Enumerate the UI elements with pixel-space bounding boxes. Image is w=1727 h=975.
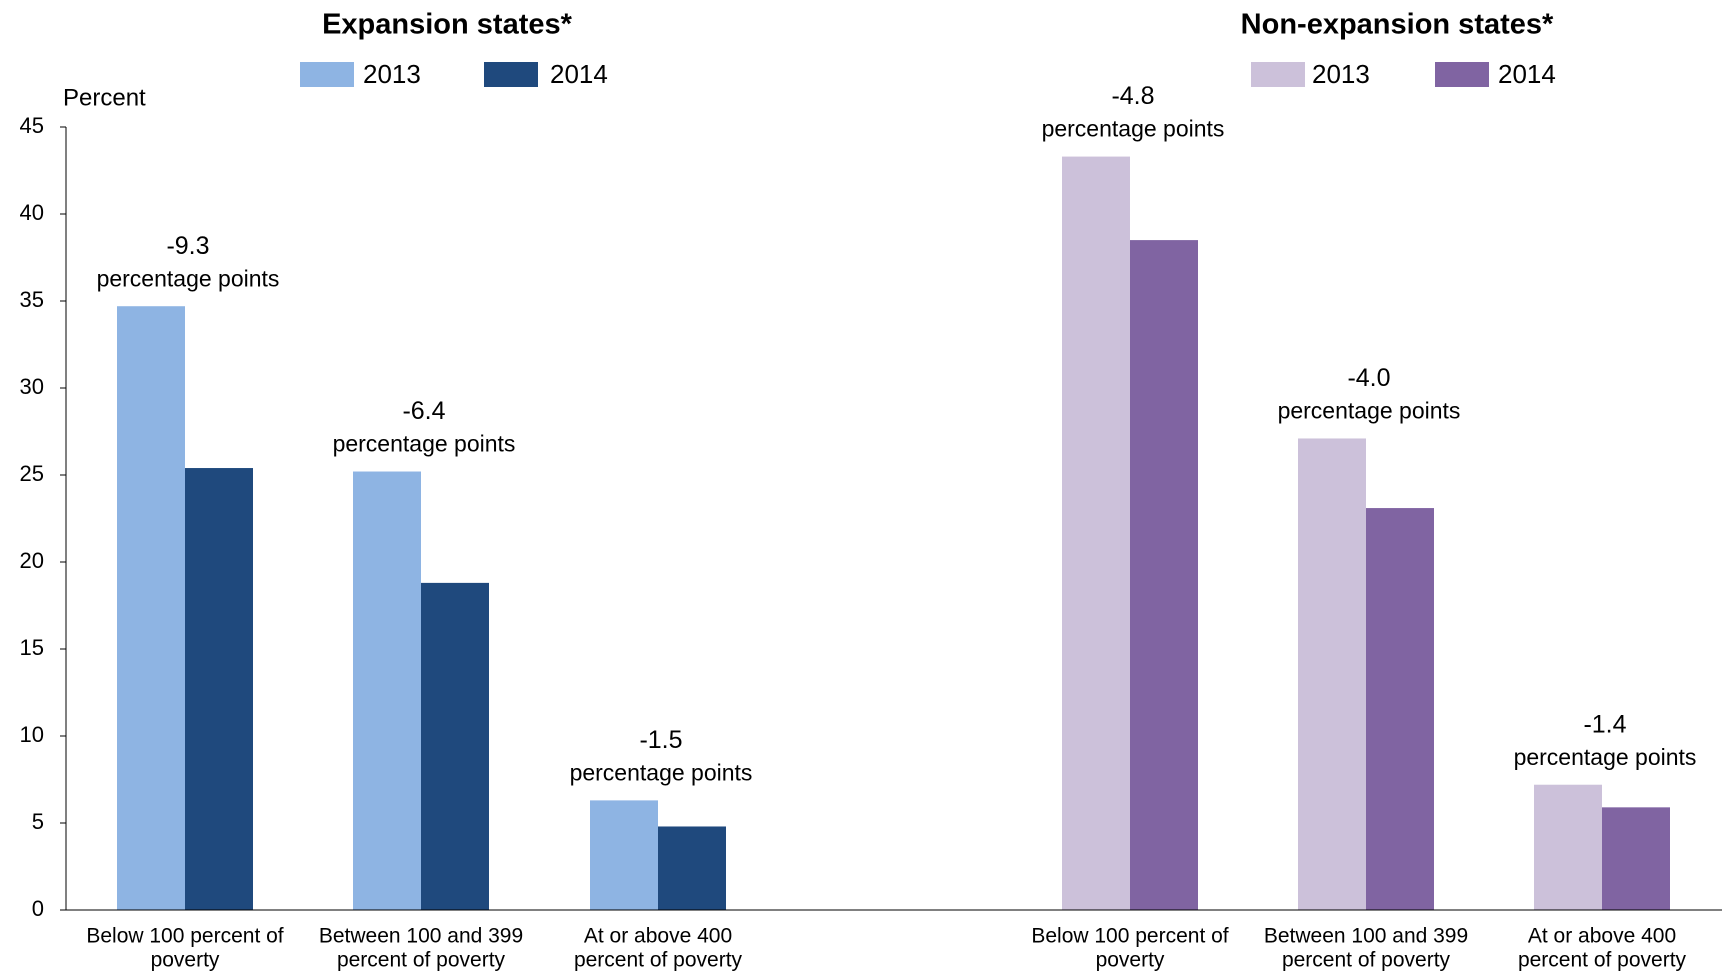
- x-tick-label: Below 100 percent of: [1031, 925, 1228, 948]
- annotation: percentage points: [1514, 744, 1697, 770]
- y-tick-label: 20: [20, 548, 44, 573]
- annotation: -4.8: [1111, 82, 1154, 110]
- x-tick-label: Between 100 and 399: [1264, 925, 1468, 948]
- y-tick-label: 40: [20, 200, 44, 225]
- y-tick-label: 35: [20, 287, 44, 312]
- bar: [1602, 807, 1670, 910]
- bar: [1062, 156, 1130, 910]
- bar: [421, 582, 489, 910]
- y-tick-label: 45: [20, 113, 44, 138]
- bar: [117, 306, 185, 911]
- annotation: -1.4: [1583, 710, 1626, 738]
- bar: [590, 800, 658, 910]
- annotation: -4.0: [1347, 364, 1390, 392]
- chart-title: Non-expansion states*: [1241, 9, 1554, 41]
- bar: [1298, 438, 1366, 910]
- annotation: -6.4: [402, 397, 445, 425]
- x-tick-label: At or above 400: [1528, 925, 1676, 948]
- legend-swatch: [1435, 62, 1489, 87]
- legend-swatch: [1251, 62, 1305, 87]
- y-tick-label: 5: [32, 809, 44, 834]
- legend-swatch: [484, 62, 538, 87]
- x-tick-label: At or above 400: [584, 925, 732, 948]
- y-axis-label: Percent: [63, 84, 146, 111]
- bar: [353, 471, 421, 910]
- x-tick-label: Below 100 percent of: [86, 925, 283, 948]
- y-tick-label: 30: [20, 374, 44, 399]
- legend-label: 2014: [550, 59, 608, 89]
- legend-swatch: [300, 62, 354, 87]
- bar: [1534, 784, 1602, 910]
- x-tick-label: poverty: [151, 949, 220, 972]
- bar: [658, 826, 726, 910]
- x-tick-label: Between 100 and 399: [319, 925, 523, 948]
- annotation: -9.3: [166, 232, 209, 260]
- annotation: percentage points: [97, 265, 280, 291]
- bar: [1130, 240, 1198, 911]
- chart-title: Expansion states*: [322, 9, 573, 41]
- y-tick-label: 25: [20, 461, 44, 486]
- legend-label: 2013: [363, 59, 421, 89]
- annotation: percentage points: [1278, 398, 1461, 424]
- x-tick-label: poverty: [1096, 949, 1165, 972]
- x-tick-label: percent of poverty: [1518, 949, 1687, 972]
- y-tick-label: 10: [20, 722, 44, 747]
- annotation: percentage points: [570, 759, 753, 785]
- y-tick-label: 15: [20, 635, 44, 660]
- legend-label: 2014: [1498, 59, 1556, 89]
- annotation: percentage points: [333, 431, 516, 457]
- bar: [1366, 508, 1434, 910]
- x-tick-label: percent of poverty: [574, 949, 743, 972]
- x-tick-label: percent of poverty: [337, 949, 506, 972]
- bar: [185, 468, 253, 910]
- annotation: percentage points: [1042, 116, 1225, 142]
- x-tick-label: percent of poverty: [1282, 949, 1451, 972]
- annotation: -1.5: [639, 726, 682, 754]
- y-tick-label: 0: [32, 896, 44, 921]
- legend-label: 2013: [1312, 59, 1370, 89]
